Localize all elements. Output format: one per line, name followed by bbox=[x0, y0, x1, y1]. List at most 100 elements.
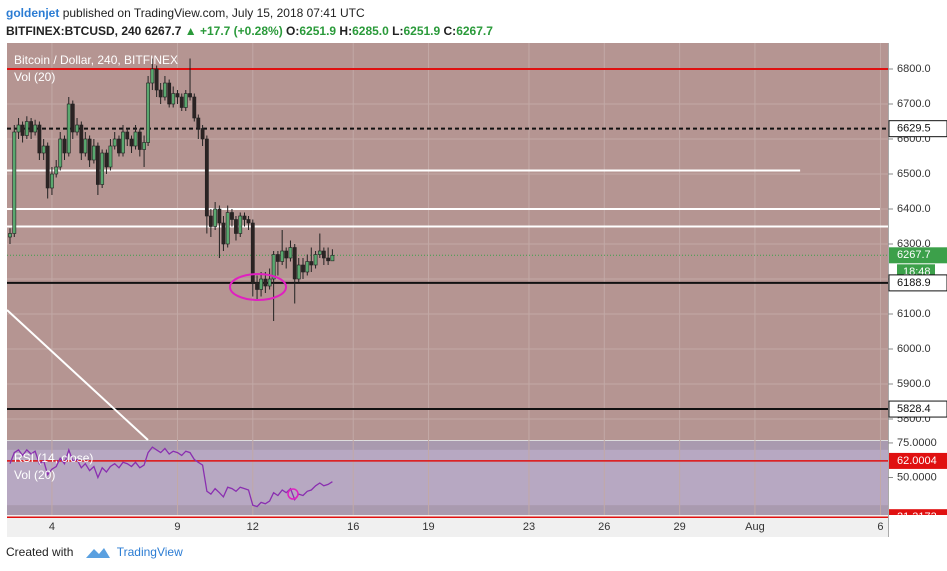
header: goldenjet published on TradingView.com, … bbox=[6, 4, 493, 40]
candle-body bbox=[91, 145, 96, 161]
pane-title: RSI (14, close) bbox=[14, 451, 93, 465]
candle-body bbox=[183, 93, 188, 108]
ohlc-value: 6285.0 bbox=[352, 24, 389, 38]
candle-body bbox=[158, 89, 163, 98]
candle-body bbox=[146, 82, 151, 143]
price-tag bbox=[888, 400, 947, 418]
candle-body bbox=[54, 166, 59, 175]
y-tick-label: 6100.0 bbox=[897, 308, 931, 320]
chart: Bitcoin / Dollar, 240, BITFINEX Vol (20)… bbox=[6, 43, 947, 537]
candle-body bbox=[163, 82, 167, 98]
candle-body bbox=[58, 138, 63, 168]
published: published on TradingView.com, July 15, 2… bbox=[62, 6, 365, 20]
candle-body bbox=[313, 254, 318, 266]
candle-body bbox=[171, 93, 176, 105]
price-tag bbox=[889, 509, 947, 515]
candle-body bbox=[263, 278, 268, 287]
publish-line: goldenjet published on TradingView.com, … bbox=[6, 4, 493, 22]
y-tick-label: 50.0000 bbox=[897, 471, 937, 483]
candle-body bbox=[250, 222, 255, 283]
candle-body bbox=[50, 173, 54, 189]
x-tick-label: 26 bbox=[598, 521, 610, 533]
candle-body bbox=[8, 233, 12, 238]
x-tick-label: 9 bbox=[174, 521, 180, 533]
y-tick-label: 6000.0 bbox=[897, 343, 931, 355]
candle-body bbox=[204, 138, 209, 217]
candle-body bbox=[167, 82, 172, 105]
price-tag-label: 21.3173 bbox=[897, 511, 937, 523]
candle-body bbox=[66, 103, 71, 154]
rsi-band bbox=[7, 449, 888, 506]
pane-title: Bitcoin / Dollar, 240, BITFINEX bbox=[14, 53, 178, 67]
candle-body bbox=[41, 145, 46, 154]
x-tick-label: 4 bbox=[49, 521, 55, 533]
candle-body bbox=[259, 278, 263, 290]
ohlc-value: 6251.9 bbox=[403, 24, 441, 38]
indicator-label: Vol (20) bbox=[14, 70, 55, 84]
candle-body bbox=[12, 131, 17, 234]
price-tag-label: 6267.7 bbox=[897, 249, 931, 261]
candle-body bbox=[188, 93, 192, 98]
x-tick-label: 12 bbox=[247, 521, 259, 533]
candle-body bbox=[321, 250, 326, 259]
y-tick-label: 6700.0 bbox=[897, 98, 931, 110]
candle-body bbox=[154, 68, 159, 91]
ohlc-key: H: bbox=[339, 24, 353, 38]
candle-body bbox=[125, 131, 130, 140]
candle-body bbox=[208, 215, 213, 227]
candle-body bbox=[62, 138, 67, 154]
logo bbox=[85, 547, 110, 558]
candle-body bbox=[305, 261, 310, 273]
highlight-circle bbox=[287, 488, 299, 500]
time-axis bbox=[7, 515, 888, 537]
candle-body bbox=[83, 138, 88, 154]
candle-body bbox=[225, 212, 230, 245]
candle-body bbox=[45, 145, 50, 189]
ohlc-key: L: bbox=[392, 24, 404, 38]
candle-body bbox=[175, 93, 180, 98]
candle-body bbox=[16, 124, 21, 133]
candle-body bbox=[301, 264, 305, 273]
ohlc-value: 6251.9 bbox=[299, 24, 337, 38]
x-tick-label: 23 bbox=[523, 521, 535, 533]
candle-body bbox=[276, 254, 280, 262]
price-tag-group: 62.0004 bbox=[889, 452, 947, 469]
candle-body bbox=[108, 145, 113, 168]
candle-body bbox=[150, 68, 155, 84]
indicator-label: Vol (20) bbox=[14, 468, 55, 482]
price-pane bbox=[7, 43, 888, 440]
candle-body bbox=[284, 250, 289, 259]
candle-body bbox=[271, 254, 276, 280]
y-tick-label: 75.0000 bbox=[897, 437, 937, 449]
candle-body bbox=[292, 247, 297, 280]
candle-body bbox=[213, 208, 218, 227]
candle-body bbox=[192, 96, 197, 119]
candle-body bbox=[196, 117, 201, 129]
candle-body bbox=[142, 142, 146, 150]
candle-body bbox=[70, 103, 75, 133]
price-tag bbox=[888, 120, 947, 138]
price-tag-label: 62.0004 bbox=[897, 455, 937, 467]
candle-body bbox=[288, 247, 293, 259]
ohlc-key: O: bbox=[286, 24, 300, 38]
candle-body bbox=[20, 124, 25, 136]
author[interactable]: goldenjet bbox=[6, 6, 60, 20]
price-tag-group: 21.3173 bbox=[889, 509, 947, 523]
candle-body bbox=[137, 131, 142, 150]
candle-body bbox=[238, 215, 243, 234]
candle-body bbox=[129, 138, 134, 147]
trend-line bbox=[6, 309, 149, 441]
footer: Created with TradingView bbox=[6, 545, 183, 560]
price-tag bbox=[888, 274, 947, 292]
last: 6267.7 bbox=[144, 24, 182, 38]
candle-body bbox=[100, 152, 105, 185]
candle-body bbox=[230, 212, 234, 220]
price-tag-label: 5828.4 bbox=[897, 403, 931, 415]
candle-body bbox=[29, 121, 34, 133]
candle-body bbox=[326, 257, 331, 262]
candle-body bbox=[221, 222, 226, 245]
candle-body bbox=[246, 219, 251, 224]
brand[interactable]: TradingView bbox=[116, 545, 183, 559]
candle-body bbox=[242, 215, 247, 220]
candle-body bbox=[255, 282, 259, 290]
